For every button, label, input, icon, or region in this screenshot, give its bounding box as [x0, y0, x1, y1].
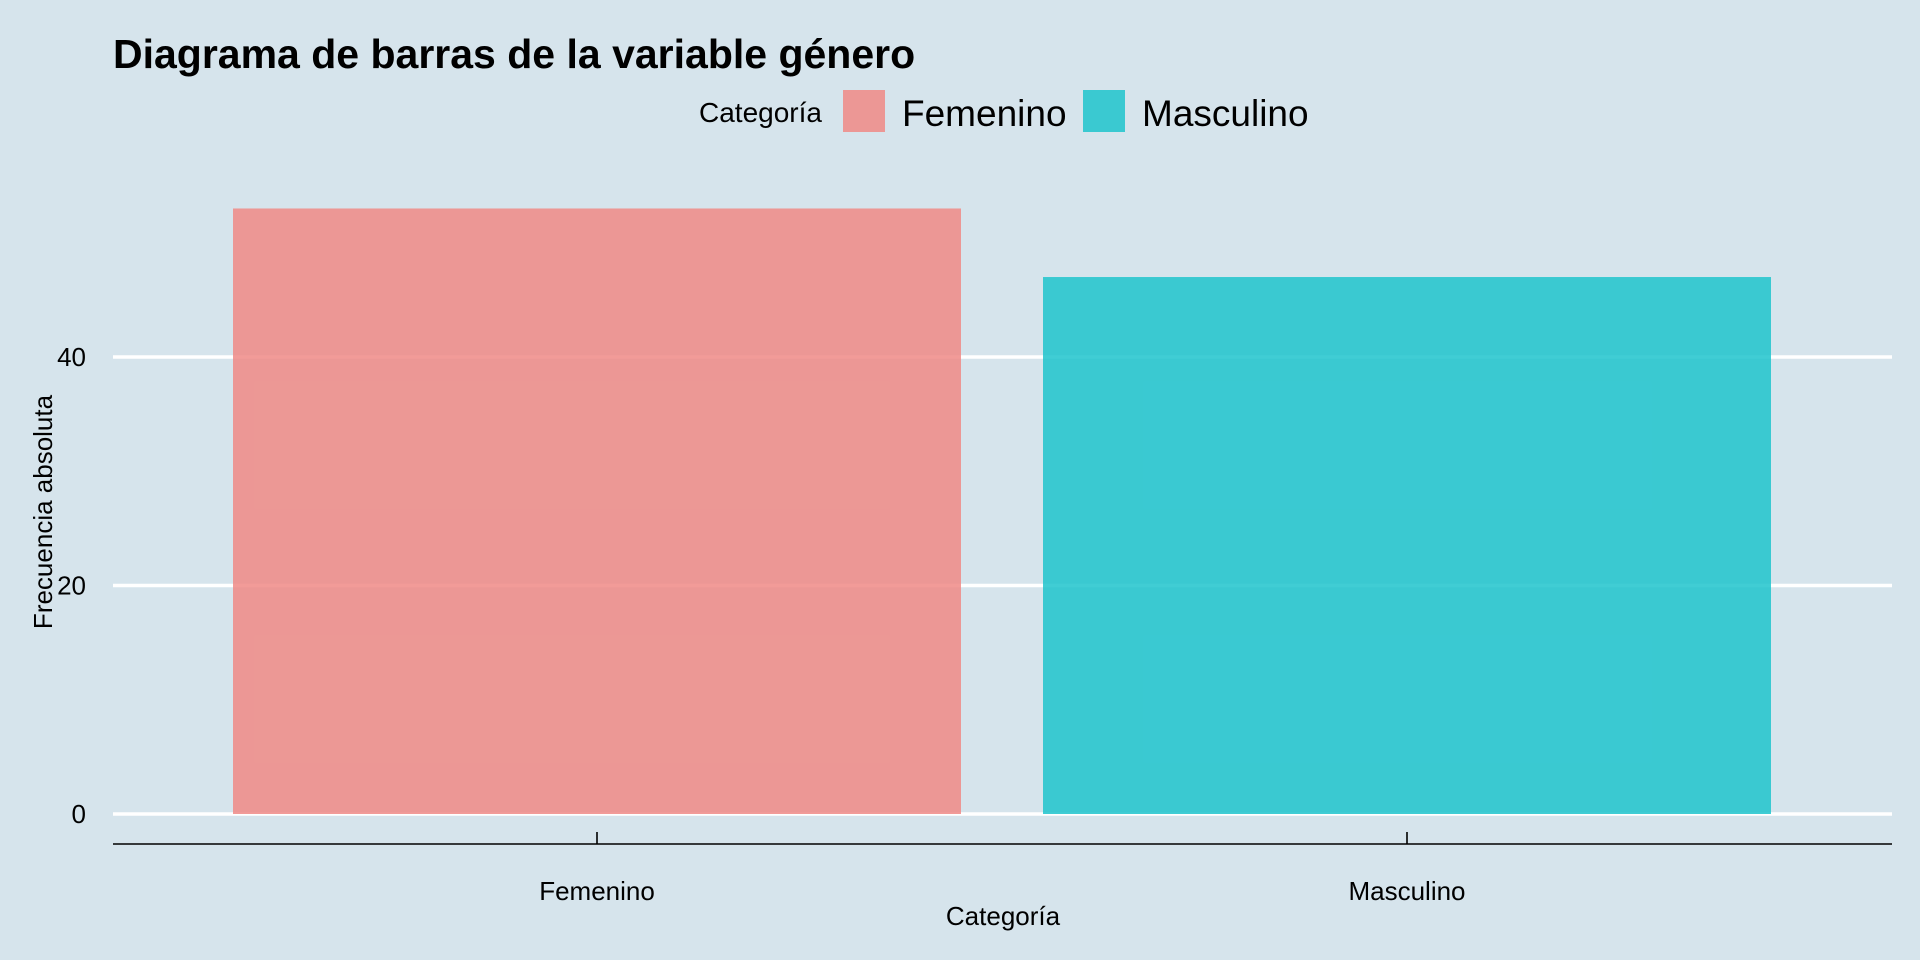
y-tick-label-0: 0 [72, 799, 86, 829]
legend-label-femenino: Femenino [902, 93, 1067, 134]
chart-title: Diagrama de barras de la variable género [113, 31, 915, 77]
axes: 0 20 40 Femenino Masculino [57, 342, 1892, 906]
legend-title: Categoría [699, 97, 822, 128]
y-axis-label: Frecuencia absoluta [28, 394, 58, 629]
bar-femenino [233, 208, 961, 815]
legend: Categoría Femenino Masculino [699, 90, 1309, 134]
bar-masculino [1043, 277, 1771, 814]
x-axis-label: Categoría [946, 901, 1061, 931]
legend-label-masculino: Masculino [1142, 93, 1309, 134]
legend-swatch-femenino [843, 90, 885, 132]
y-tick-label-40: 40 [57, 342, 86, 372]
x-tick-label-femenino: Femenino [539, 876, 655, 906]
legend-swatch-masculino [1083, 90, 1125, 132]
x-tick-label-masculino: Masculino [1348, 876, 1465, 906]
y-tick-label-20: 20 [57, 571, 86, 601]
bars [233, 208, 1771, 815]
